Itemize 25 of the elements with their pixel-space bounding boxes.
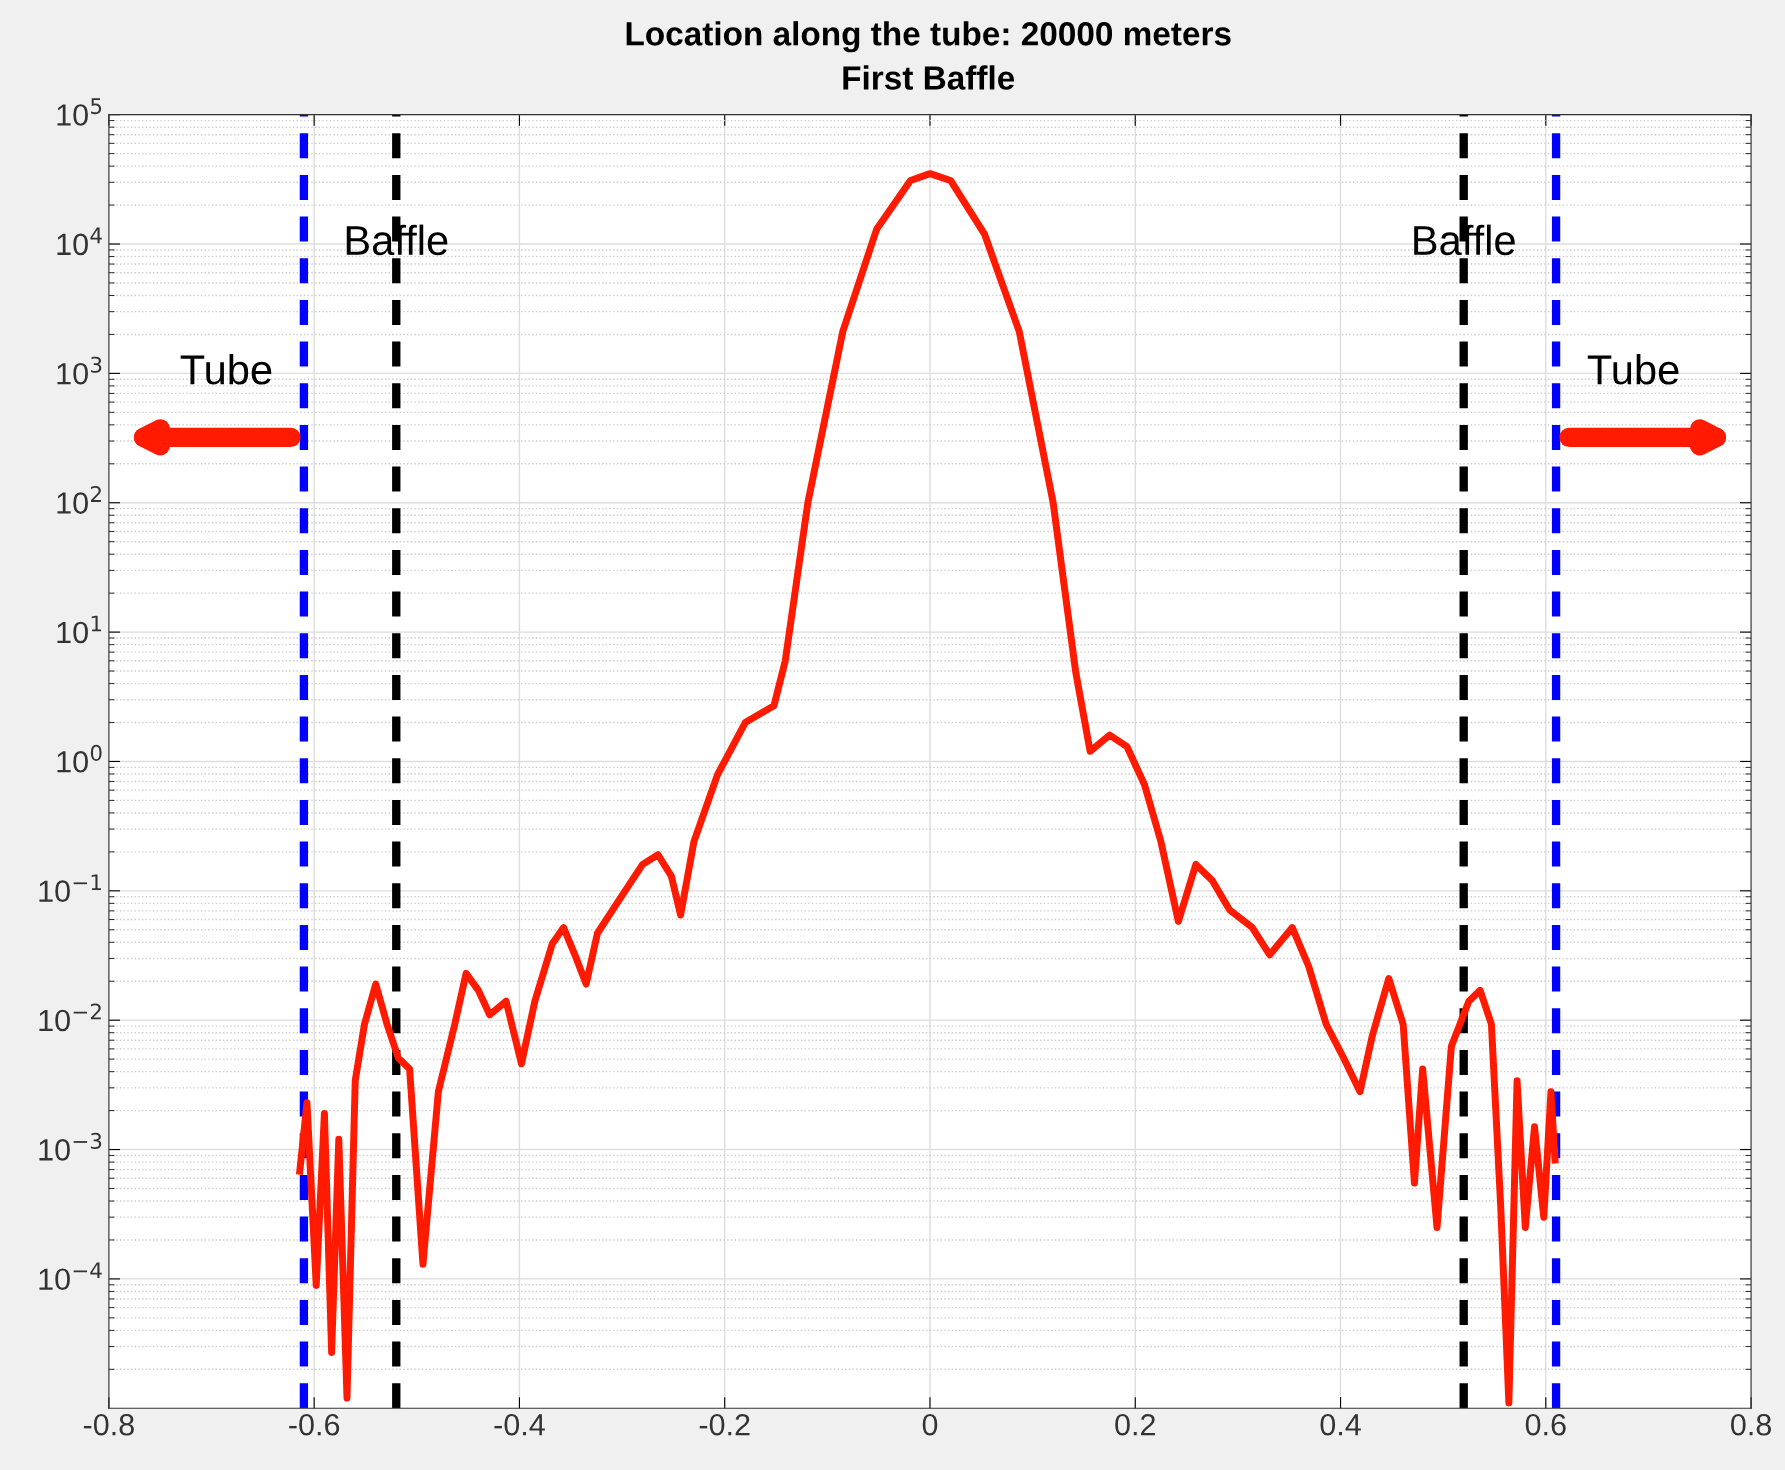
- x-tick-label: 0.2: [1115, 1413, 1155, 1436]
- y-tick-label: 10$^{−1}$: [39, 874, 101, 902]
- y-tick-label: 10$^{4}$: [57, 227, 102, 256]
- x-tick-label: 0.8: [1731, 1413, 1771, 1436]
- x-tick-label: 0: [922, 1413, 938, 1436]
- x-tick-label: 0.6: [1525, 1413, 1566, 1436]
- x-tick-label: 0.4: [1320, 1413, 1361, 1436]
- ref-line-label: Tube: [1587, 353, 1679, 385]
- y-tick-label: 10$^{−2}$: [39, 1003, 101, 1032]
- y-tick-label: 10$^{0}$: [57, 744, 102, 773]
- y-tick-label: 10$^{5}$: [57, 98, 102, 126]
- x-tick-label: -0.2: [699, 1413, 750, 1436]
- ref-line-label: Baffle: [346, 224, 448, 256]
- chart-subtitle: First Baffle: [843, 65, 1015, 90]
- y-tick-label: 10$^{−4}$: [39, 1262, 102, 1291]
- x-tick-label: -0.6: [289, 1413, 340, 1436]
- chart-title: Location along the tube: 20000 meters: [626, 21, 1231, 53]
- y-tick-label: 10$^{−3}$: [39, 1132, 102, 1161]
- x-tick-label: -0.8: [83, 1413, 134, 1436]
- x-tick-label: -0.4: [494, 1413, 545, 1436]
- ref-line-label: Tube: [180, 353, 272, 385]
- y-tick-label: 10$^{3}$: [57, 356, 102, 385]
- ref-line-label: Baffle: [1414, 224, 1515, 256]
- y-tick-label: 10$^{2}$: [57, 486, 101, 514]
- y-tick-label: 10$^{1}$: [57, 615, 102, 644]
